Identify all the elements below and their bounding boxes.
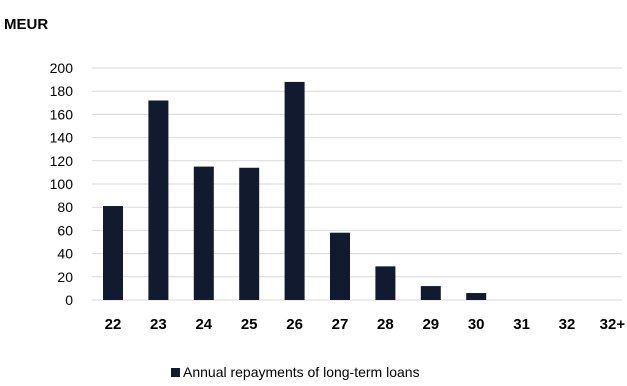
bar-28 (375, 266, 396, 300)
bar-23 (148, 100, 169, 300)
y-tick-label: 0 (65, 292, 73, 308)
y-tick-label: 160 (50, 106, 74, 122)
bar-24 (193, 166, 214, 300)
x-tick-label: 22 (105, 316, 122, 333)
y-tick-label: 20 (57, 269, 73, 285)
y-tick-label: 200 (50, 60, 74, 76)
x-tick-label: 28 (377, 316, 394, 333)
y-tick-label: 120 (50, 153, 74, 169)
y-tick-label: 40 (57, 246, 73, 262)
y-tick-label: 140 (50, 130, 74, 146)
x-tick-label: 27 (332, 316, 349, 333)
gridlines (92, 67, 622, 301)
bar-29 (420, 286, 441, 300)
x-tick-label: 24 (195, 316, 212, 333)
x-tick-label: 30 (468, 316, 485, 333)
legend-label: Annual repayments of long-term loans (183, 364, 420, 380)
y-tick-label: 180 (50, 83, 74, 99)
x-tick-label: 26 (286, 316, 303, 333)
x-tick-label: 29 (422, 316, 439, 333)
bar-22 (103, 206, 123, 300)
x-tick-label: 32 (559, 316, 576, 333)
bar-25 (239, 167, 260, 300)
legend-swatch (171, 368, 180, 377)
bars (103, 81, 487, 300)
x-axis-ticks: 22 23 24 25 26 27 28 29 30 31 32 32+ (105, 316, 626, 333)
legend: Annual repayments of long-term loans (171, 364, 420, 380)
y-axis-ticks: 0 20 40 60 80 100 120 140 160 180 200 (50, 60, 74, 308)
bar-26 (284, 81, 305, 300)
x-tick-label: 32+ (600, 316, 626, 333)
x-tick-label: 31 (513, 316, 530, 333)
y-tick-label: 80 (57, 199, 73, 215)
y-tick-label: 100 (50, 176, 74, 192)
x-tick-label: 25 (241, 316, 258, 333)
x-tick-label: 23 (150, 316, 167, 333)
bar-27 (330, 232, 350, 300)
unit-label: MEUR (4, 16, 48, 33)
y-tick-label: 60 (57, 222, 73, 238)
bar-30 (466, 293, 487, 300)
